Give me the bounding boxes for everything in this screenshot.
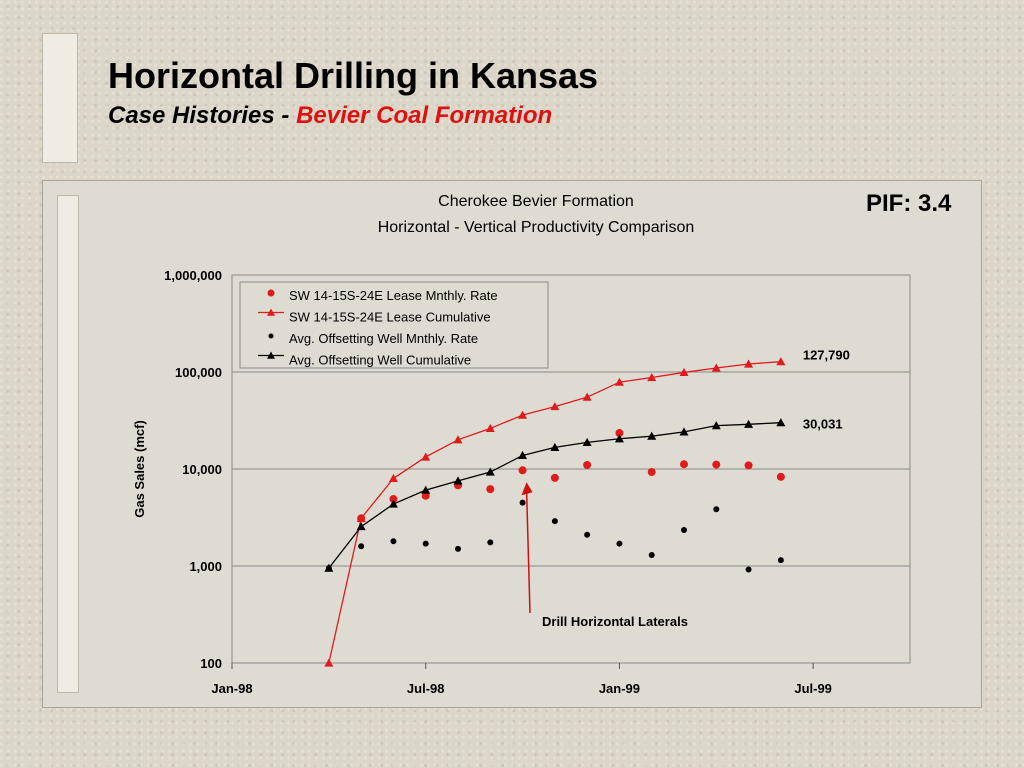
data-point [745,566,752,573]
data-point [421,485,431,494]
data-point [584,531,591,538]
slide-subtitle: Case Histories - Bevier Coal Formation [108,102,552,130]
data-point [712,460,721,469]
data-point [550,473,559,482]
data-point [776,472,785,481]
data-point [583,460,592,469]
data-point [389,495,398,504]
data-point [388,499,398,508]
y-axis-label: Gas Sales (mcf) [132,420,147,518]
data-point [776,418,786,427]
data-point [744,359,754,368]
x-tick-label: Jan-98 [211,681,252,696]
data-point [551,518,558,525]
data-point [485,467,495,476]
legend-label: Avg. Offsetting Well Mnthly. Rate [289,331,478,346]
data-point [647,372,657,382]
legend-marker [267,308,275,316]
y-tick-label: 1,000 [189,559,222,574]
x-tick-label: Jul-98 [407,681,445,696]
data-point [713,506,720,513]
end-value-label: 127,790 [803,348,850,363]
data-point [582,437,592,447]
data-point [518,450,528,460]
data-point [648,551,655,558]
annotation-text: Drill Horizontal Laterals [542,614,688,629]
data-point [324,563,334,572]
data-point [356,513,366,522]
data-point [453,476,463,485]
data-point [485,423,495,433]
data-point [487,539,494,546]
data-point [356,522,366,531]
data-point [776,357,786,366]
annotation-arrow-line [525,490,531,614]
data-point [518,410,528,419]
data-point [681,527,687,534]
x-tick-label: Jul-99 [794,681,832,696]
data-point [615,429,624,438]
data-point [647,468,656,477]
data-point [680,460,688,469]
slide-accent-bar [42,33,78,163]
legend-box [239,281,549,369]
data-point [324,658,334,667]
data-point [711,363,721,372]
data-point [744,461,753,470]
data-point [550,442,560,451]
data-point [679,427,689,436]
subtitle-prefix: Case Histories - [108,102,297,129]
subtitle-accent: Bevier Coal Formation [296,102,553,129]
data-point [614,434,624,443]
data-point [422,540,429,547]
slide-title: Horizontal Drilling in Kansas [108,55,599,96]
data-point [777,557,784,564]
end-value-label: 30,031 [803,417,843,432]
data-point [519,499,526,506]
data-point [453,435,463,444]
data-point [358,543,365,550]
legend-label: SW 14-15S-24E Lease Mnthly. Rate [289,288,498,303]
legend-label: SW 14-15S-24E Lease Cumulative [289,310,491,325]
data-point [582,392,592,401]
x-tick-label: Jan-99 [599,681,640,696]
chart-accent-strip [57,195,79,693]
legend-marker [268,333,274,339]
legend-marker [267,351,275,359]
data-point [679,367,689,377]
chart-subtitle: Horizontal - Vertical Productivity Compa… [378,219,695,236]
pif-label: PIF: 3.4 [866,190,952,217]
data-point [388,473,398,483]
legend-label: Avg. Offsetting Well Cumulative [289,353,471,368]
legend-marker [267,289,275,297]
data-point [455,545,461,552]
y-tick-label: 100,000 [175,365,222,380]
data-point [744,419,754,428]
data-point [616,540,623,547]
data-point [390,538,397,545]
y-tick-label: 10,000 [182,462,222,477]
y-tick-label: 100 [200,656,222,671]
data-point [711,421,721,430]
y-tick-label: 1,000,000 [164,268,222,283]
data-point [614,377,624,386]
chart-title: Cherokee Bevier Formation [438,193,634,210]
data-point [550,402,560,411]
data-point [486,485,495,494]
data-point [647,431,657,440]
data-point [518,466,527,475]
annotation-arrowhead [521,482,533,496]
data-point [421,452,431,461]
